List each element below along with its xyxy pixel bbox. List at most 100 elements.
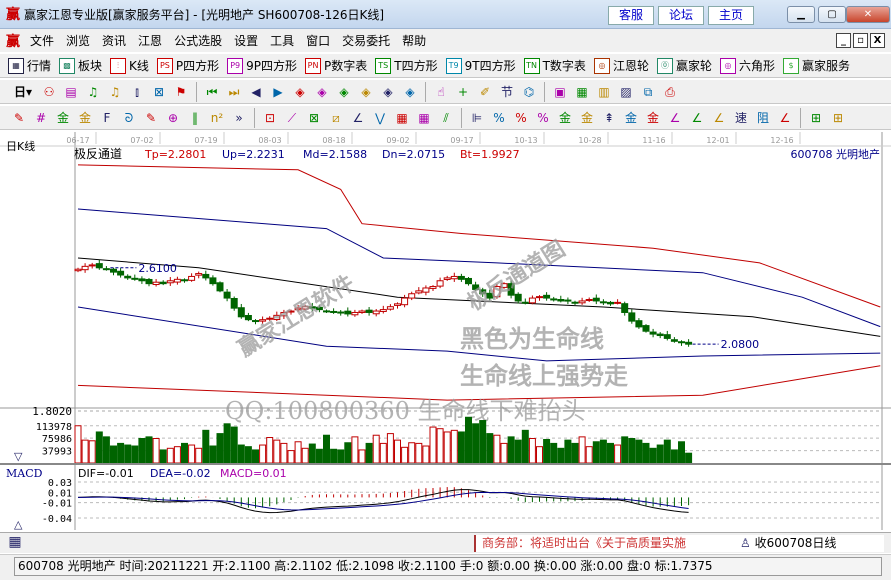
arrow-icon[interactable]: ⇞ xyxy=(603,110,615,125)
angle3-icon[interactable]: ∠ xyxy=(713,110,725,125)
flag-icon[interactable]: ⚑ xyxy=(175,84,187,99)
pen-icon[interactable]: ✎ xyxy=(13,110,25,125)
toolbar-button-ps[interactable]: PS P四方形 xyxy=(156,57,219,74)
close-button[interactable]: ✕ xyxy=(846,6,890,23)
angle-icon[interactable]: ∠ xyxy=(352,110,364,125)
toolbar-button-dollar[interactable]: $ 赢家服务 xyxy=(782,57,850,74)
right-icon[interactable]: ▶ xyxy=(273,84,283,99)
diamond-x-icon[interactable]: ◈ xyxy=(361,84,371,99)
book-icon[interactable]: ▥ xyxy=(598,84,610,99)
print-icon[interactable]: ⎙ xyxy=(665,84,675,99)
period-dropdown[interactable]: 日▾ xyxy=(13,84,33,99)
toolbar-button-tn[interactable]: TN T数字表 xyxy=(523,57,586,74)
gann-icon[interactable]: ⊠ xyxy=(153,84,165,99)
sign-icon[interactable]: 节 xyxy=(500,84,513,99)
fib-icon[interactable]: F xyxy=(103,110,111,125)
hand-icon[interactable]: ☝ xyxy=(437,84,445,99)
toolbar-button-t9[interactable]: T9 9T四方形 xyxy=(445,57,516,74)
menu-item-6[interactable]: 工具 xyxy=(270,34,295,48)
candle-icon[interactable]: ⫾ xyxy=(135,84,139,99)
table-view-icon[interactable]: ▦ xyxy=(8,534,22,550)
layout2-icon[interactable]: ⊞ xyxy=(832,110,844,125)
gold-circle-icon[interactable]: 金 xyxy=(558,110,571,125)
pane-collapse-button[interactable]: ▽ xyxy=(14,450,23,463)
menu-item-2[interactable]: 资讯 xyxy=(102,34,127,48)
wave-icon[interactable]: ⋁ xyxy=(375,110,385,125)
grid-icon[interactable]: # xyxy=(35,110,47,125)
gannsq-icon[interactable]: ⧄ xyxy=(332,110,340,125)
mdi-minimize-button[interactable]: _ xyxy=(836,33,851,48)
gold-line-icon[interactable]: 金 xyxy=(580,110,593,125)
left-icon[interactable]: ◀ xyxy=(251,84,261,99)
homepage-link[interactable]: 主页 xyxy=(708,6,754,25)
angle2-icon[interactable]: ∠ xyxy=(669,110,681,125)
kline-chart[interactable]: 06-17 07-02 07-19 08-03 08-18 09-02 09-17 10-13… xyxy=(0,132,891,532)
calendar-icon[interactable]: ▣ xyxy=(554,84,566,99)
menu-item-4[interactable]: 公式选股 xyxy=(174,34,223,48)
menu-item-9[interactable]: 帮助 xyxy=(402,34,427,48)
link-icon[interactable]: ⚇ xyxy=(43,84,55,99)
save-icon[interactable]: ▨ xyxy=(620,84,632,99)
n2-icon[interactable]: n² xyxy=(210,110,224,125)
gold3-icon[interactable]: 金 xyxy=(646,110,659,125)
first-icon[interactable]: ⏮ xyxy=(206,84,218,99)
brush-icon[interactable]: ✎ xyxy=(145,110,157,125)
menu-item-7[interactable]: 窗口 xyxy=(306,34,331,48)
toolbar-button-ts[interactable]: TS T四方形 xyxy=(375,57,438,74)
chart3-icon[interactable]: ♫ xyxy=(87,84,99,99)
doc-icon[interactable]: ▤ xyxy=(65,84,77,99)
lines-icon[interactable]: ‖ xyxy=(192,110,198,125)
parallel2-icon[interactable]: ∠ xyxy=(779,110,791,125)
layout1-icon[interactable]: ⊞ xyxy=(810,110,822,125)
chart9-icon[interactable]: ♫ xyxy=(109,84,121,99)
diamond-vv-icon[interactable]: ◈ xyxy=(405,84,415,99)
diamond-h-icon[interactable]: ◈ xyxy=(339,84,349,99)
gannbox-icon[interactable]: ⊠ xyxy=(308,110,320,125)
menu-item-5[interactable]: 设置 xyxy=(234,34,259,48)
diamond-v-icon[interactable]: ◈ xyxy=(383,84,393,99)
diamond-right-icon[interactable]: ◈ xyxy=(317,84,327,99)
maximize-button[interactable]: ▢ xyxy=(818,6,846,23)
ruler-icon[interactable]: ⊫ xyxy=(471,110,483,125)
vgrid-icon[interactable]: ▦ xyxy=(418,110,430,125)
mdi-close-button[interactable]: X xyxy=(870,33,885,48)
spiral-icon[interactable]: ᘐ xyxy=(124,110,134,125)
network-icon[interactable]: ⧉ xyxy=(643,84,653,99)
calculator-icon[interactable]: ▦ xyxy=(576,84,588,99)
parallel-icon[interactable]: ⫽ xyxy=(443,110,449,125)
toolbar-button-table[interactable]: ▦ 行情 xyxy=(8,57,51,74)
toolbar-button-winner-wheel[interactable]: ⓪ 赢家轮 xyxy=(656,57,712,74)
fangle-icon[interactable]: ∠ xyxy=(691,110,703,125)
circle-icon[interactable]: ⊕ xyxy=(167,110,179,125)
last-icon[interactable]: ⏭ xyxy=(228,84,240,99)
menu-item-1[interactable]: 浏览 xyxy=(66,34,91,48)
menu-item-0[interactable]: 文件 xyxy=(30,34,55,48)
toolbar-button-kline[interactable]: ⫶ K线 xyxy=(110,57,149,74)
box-icon[interactable]: ⊡ xyxy=(264,110,276,125)
gold1-icon[interactable]: 金 xyxy=(56,110,69,125)
fan-icon[interactable]: ⟋ xyxy=(287,110,297,125)
menu-item-3[interactable]: 江恩 xyxy=(138,34,163,48)
gold2-icon[interactable]: 金 xyxy=(78,110,91,125)
pane-expand-button[interactable]: △ xyxy=(14,518,23,531)
minimize-button[interactable]: ▁ xyxy=(787,6,815,23)
speed-icon[interactable]: 速 xyxy=(734,110,747,125)
toolbar-button-hexagon[interactable]: ◎ 六角形 xyxy=(719,57,775,74)
crosshair-icon[interactable]: + xyxy=(457,84,469,99)
diamond-left-icon[interactable]: ◈ xyxy=(295,84,305,99)
cross-gold-icon[interactable]: 金 xyxy=(624,110,637,125)
toolbar-button-p9[interactable]: P9 9P四方形 xyxy=(227,57,297,74)
forum-link[interactable]: 论坛 xyxy=(658,6,704,25)
percent-icon[interactable]: % xyxy=(515,110,527,125)
toolbar-button-gann-wheel[interactable]: ◎ 江恩轮 xyxy=(593,57,649,74)
toolbar-button-blocks[interactable]: ▩ 板块 xyxy=(59,57,102,74)
news-ticker[interactable]: 商务部：将适时出台《关于高质量实施 ♙ 收600708日线 xyxy=(474,535,884,552)
menu-item-8[interactable]: 交易委托 xyxy=(342,34,391,48)
mdi-restore-button[interactable]: ▫ xyxy=(853,33,868,48)
more-icon[interactable]: » xyxy=(235,110,243,125)
customer-service-link[interactable]: 客服 xyxy=(608,6,654,25)
pct-slash-icon[interactable]: % xyxy=(493,110,505,125)
resist-icon[interactable]: 阻 xyxy=(756,110,769,125)
hgrid-icon[interactable]: ▦ xyxy=(396,110,408,125)
pct-line-icon[interactable]: % xyxy=(537,110,549,125)
